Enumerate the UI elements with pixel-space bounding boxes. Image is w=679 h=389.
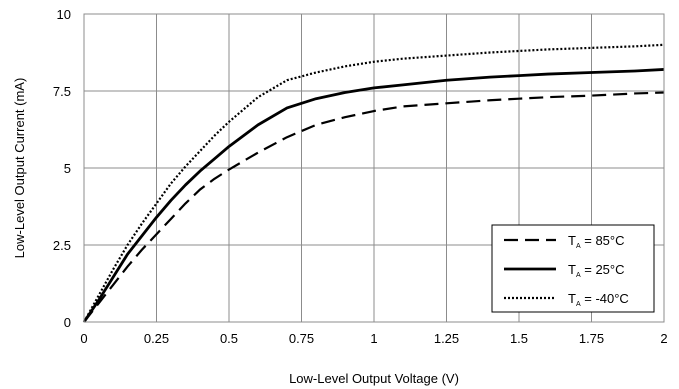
tick-labels: 0 0.25 0.5 0.75 1 1.25 1.5 1.75 2 0 2.5 5 7.5 10 bbox=[53, 7, 668, 346]
legend-box bbox=[491, 224, 655, 313]
x-tick-label: 1.25 bbox=[434, 331, 459, 346]
plot-border bbox=[83, 13, 665, 323]
x-tick-label: 1.75 bbox=[579, 331, 604, 346]
x-tick-label: 2 bbox=[660, 331, 667, 346]
y-tick-label: 2.5 bbox=[53, 238, 71, 253]
x-tick-label: 0 bbox=[80, 331, 87, 346]
x-tick-label: 0.5 bbox=[220, 331, 238, 346]
series-line-1 bbox=[82, 68, 665, 323]
y-tick-label: 7.5 bbox=[53, 84, 71, 99]
legend-label-subscript: A bbox=[576, 272, 581, 279]
legend: TA = 85°CTA = 25°CTA = -40°C bbox=[491, 224, 655, 313]
y-axis-label: Low-Level Output Current (mA) bbox=[12, 78, 27, 259]
legend-label-0: TA = 85°C bbox=[568, 233, 625, 250]
y-tick-label: 0 bbox=[64, 315, 71, 330]
x-tick-label: 0.75 bbox=[289, 331, 314, 346]
series-line-0 bbox=[83, 91, 665, 323]
legend-label-subscript: A bbox=[576, 301, 581, 308]
legend-label-main: T bbox=[568, 262, 576, 277]
x-axis-label: Low-Level Output Voltage (V) bbox=[289, 371, 459, 386]
legend-label-main: T bbox=[568, 291, 576, 306]
legend-label-1: TA = 25°C bbox=[568, 262, 625, 279]
series-layer bbox=[82, 43, 665, 323]
legend-label-rest: = 25°C bbox=[581, 262, 625, 277]
legend-label-2: TA = -40°C bbox=[568, 291, 629, 308]
x-tick-label: 1 bbox=[370, 331, 377, 346]
y-tick-label: 5 bbox=[64, 161, 71, 176]
legend-label-main: T bbox=[568, 233, 576, 248]
y-tick-label: 10 bbox=[57, 7, 71, 22]
legend-label-subscript: A bbox=[576, 243, 581, 250]
x-tick-label: 0.25 bbox=[144, 331, 169, 346]
legend-label-rest: = 85°C bbox=[581, 233, 625, 248]
x-tick-label: 1.5 bbox=[510, 331, 528, 346]
legend-label-rest: = -40°C bbox=[581, 291, 629, 306]
